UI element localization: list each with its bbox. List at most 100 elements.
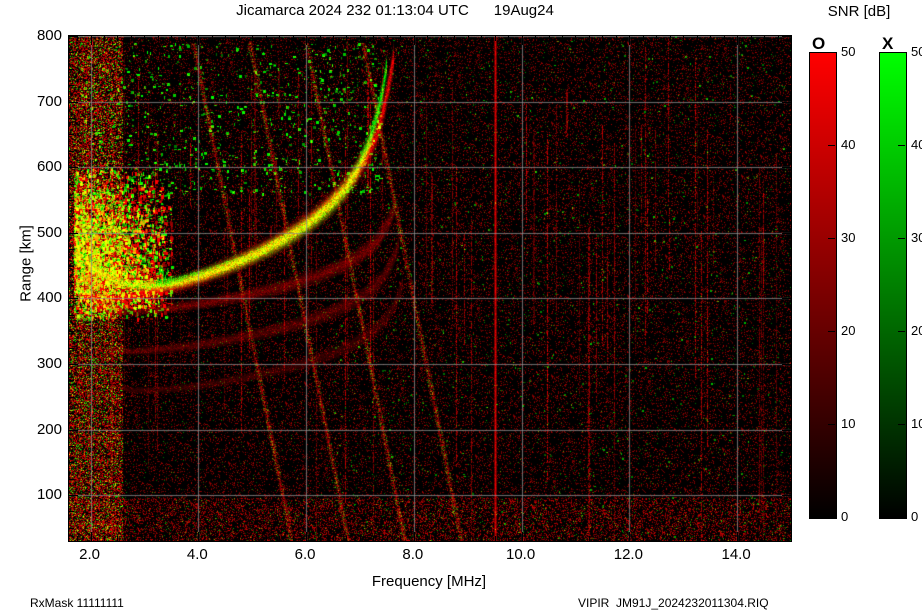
y-tick-label: 500 [36,223,62,241]
y-tick-label: 400 [36,289,62,307]
axis-tick [104,36,106,41]
axis-tick [69,363,78,365]
axis-tick [171,536,173,541]
axis-tick [279,36,281,41]
y-axis-labels: 100 200 300 400 500 600 700 800 [0,0,62,614]
axis-tick [306,36,308,45]
axis-tick [69,511,74,513]
colorbar-o-gradient [809,52,837,519]
axis-tick [265,536,267,541]
x-tick-label: 14.0 [721,546,751,563]
colorbar-tick-label: 0 [911,509,919,524]
axis-tick [588,36,590,41]
axis-tick [69,380,74,382]
axis-tick [782,232,791,234]
axis-tick [535,36,537,41]
axis-tick [782,167,791,169]
axis-tick [786,52,791,54]
axis-tick [292,536,294,541]
axis-tick [69,396,74,398]
axis-tick [642,36,644,41]
axis-tick [562,36,563,41]
colorbar-tick-mark [828,145,835,146]
axis-tick [629,532,631,541]
axis-tick [786,462,791,464]
axis-tick [521,36,523,45]
axis-tick [306,532,308,541]
axis-tick [427,36,429,41]
colorbar-tick-label: 20 [841,323,856,338]
axis-tick [786,134,791,136]
colorbar-tick-label: 40 [841,137,856,152]
axis-tick [413,36,415,45]
axis-tick [69,478,74,480]
axis-tick [786,117,791,119]
axis-tick [77,536,79,541]
page-title: Jicamarca 2024 232 01:13:04 UTC 19Aug24 [236,2,554,19]
axis-tick [737,532,739,541]
axis-tick [400,536,402,541]
axis-tick [373,36,375,41]
axis-tick [786,478,791,480]
axis-tick [467,536,469,541]
axis-tick [440,536,442,541]
axis-tick [144,536,146,541]
axis-tick [786,183,791,185]
axis-tick [69,52,74,54]
axis-tick [373,536,375,541]
axis-tick [319,36,321,41]
axis-tick [548,536,550,541]
axis-tick [238,36,240,41]
axis-tick [144,36,146,41]
axis-tick [69,134,74,136]
axis-tick [77,36,79,41]
axis-tick [791,536,792,541]
x-tick-label: 12.0 [613,546,643,563]
axis-tick [786,281,791,283]
axis-tick [225,536,227,541]
axis-tick [69,117,74,119]
colorbar-tick-mark [898,238,905,239]
axis-tick [786,445,791,447]
axis-tick [786,527,791,529]
axis-tick [602,36,604,41]
colorbar-tick-label: 0 [841,509,849,524]
axis-tick [575,536,577,541]
axis-tick [782,298,791,300]
axis-tick [69,347,74,349]
axis-tick [696,536,698,541]
axis-tick [777,536,779,541]
axis-tick [669,36,671,41]
axis-tick [104,536,106,541]
axis-tick [69,249,74,251]
x-tick-label: 8.0 [402,546,424,563]
axis-tick [548,36,550,41]
colorbar-tick-label: 20 [911,323,922,338]
axis-tick [782,101,791,103]
axis-tick [562,536,563,541]
axis-tick [252,36,254,41]
axis-tick [69,298,78,300]
axis-tick [764,36,766,41]
axis-tick [615,36,617,41]
axis-tick [481,536,483,541]
axis-tick [333,536,334,541]
axis-tick [69,216,74,218]
axis-tick [696,36,698,41]
axis-tick [69,314,74,316]
axis-tick [683,536,685,541]
axis-tick [333,36,334,41]
axis-tick [69,36,78,37]
axis-tick [777,36,779,41]
y-axis-title: Range [km] [17,225,35,302]
axis-tick [786,347,791,349]
y-tick-label: 300 [36,354,62,372]
axis-tick [69,429,78,431]
axis-tick [157,36,159,41]
x-axis-title: Frequency [MHz] [371,573,487,590]
axis-tick [786,85,791,87]
axis-tick [786,216,791,218]
y-tick-label: 600 [36,158,62,176]
axis-tick [782,429,791,431]
ionogram-heatmap-canvas [69,36,791,541]
